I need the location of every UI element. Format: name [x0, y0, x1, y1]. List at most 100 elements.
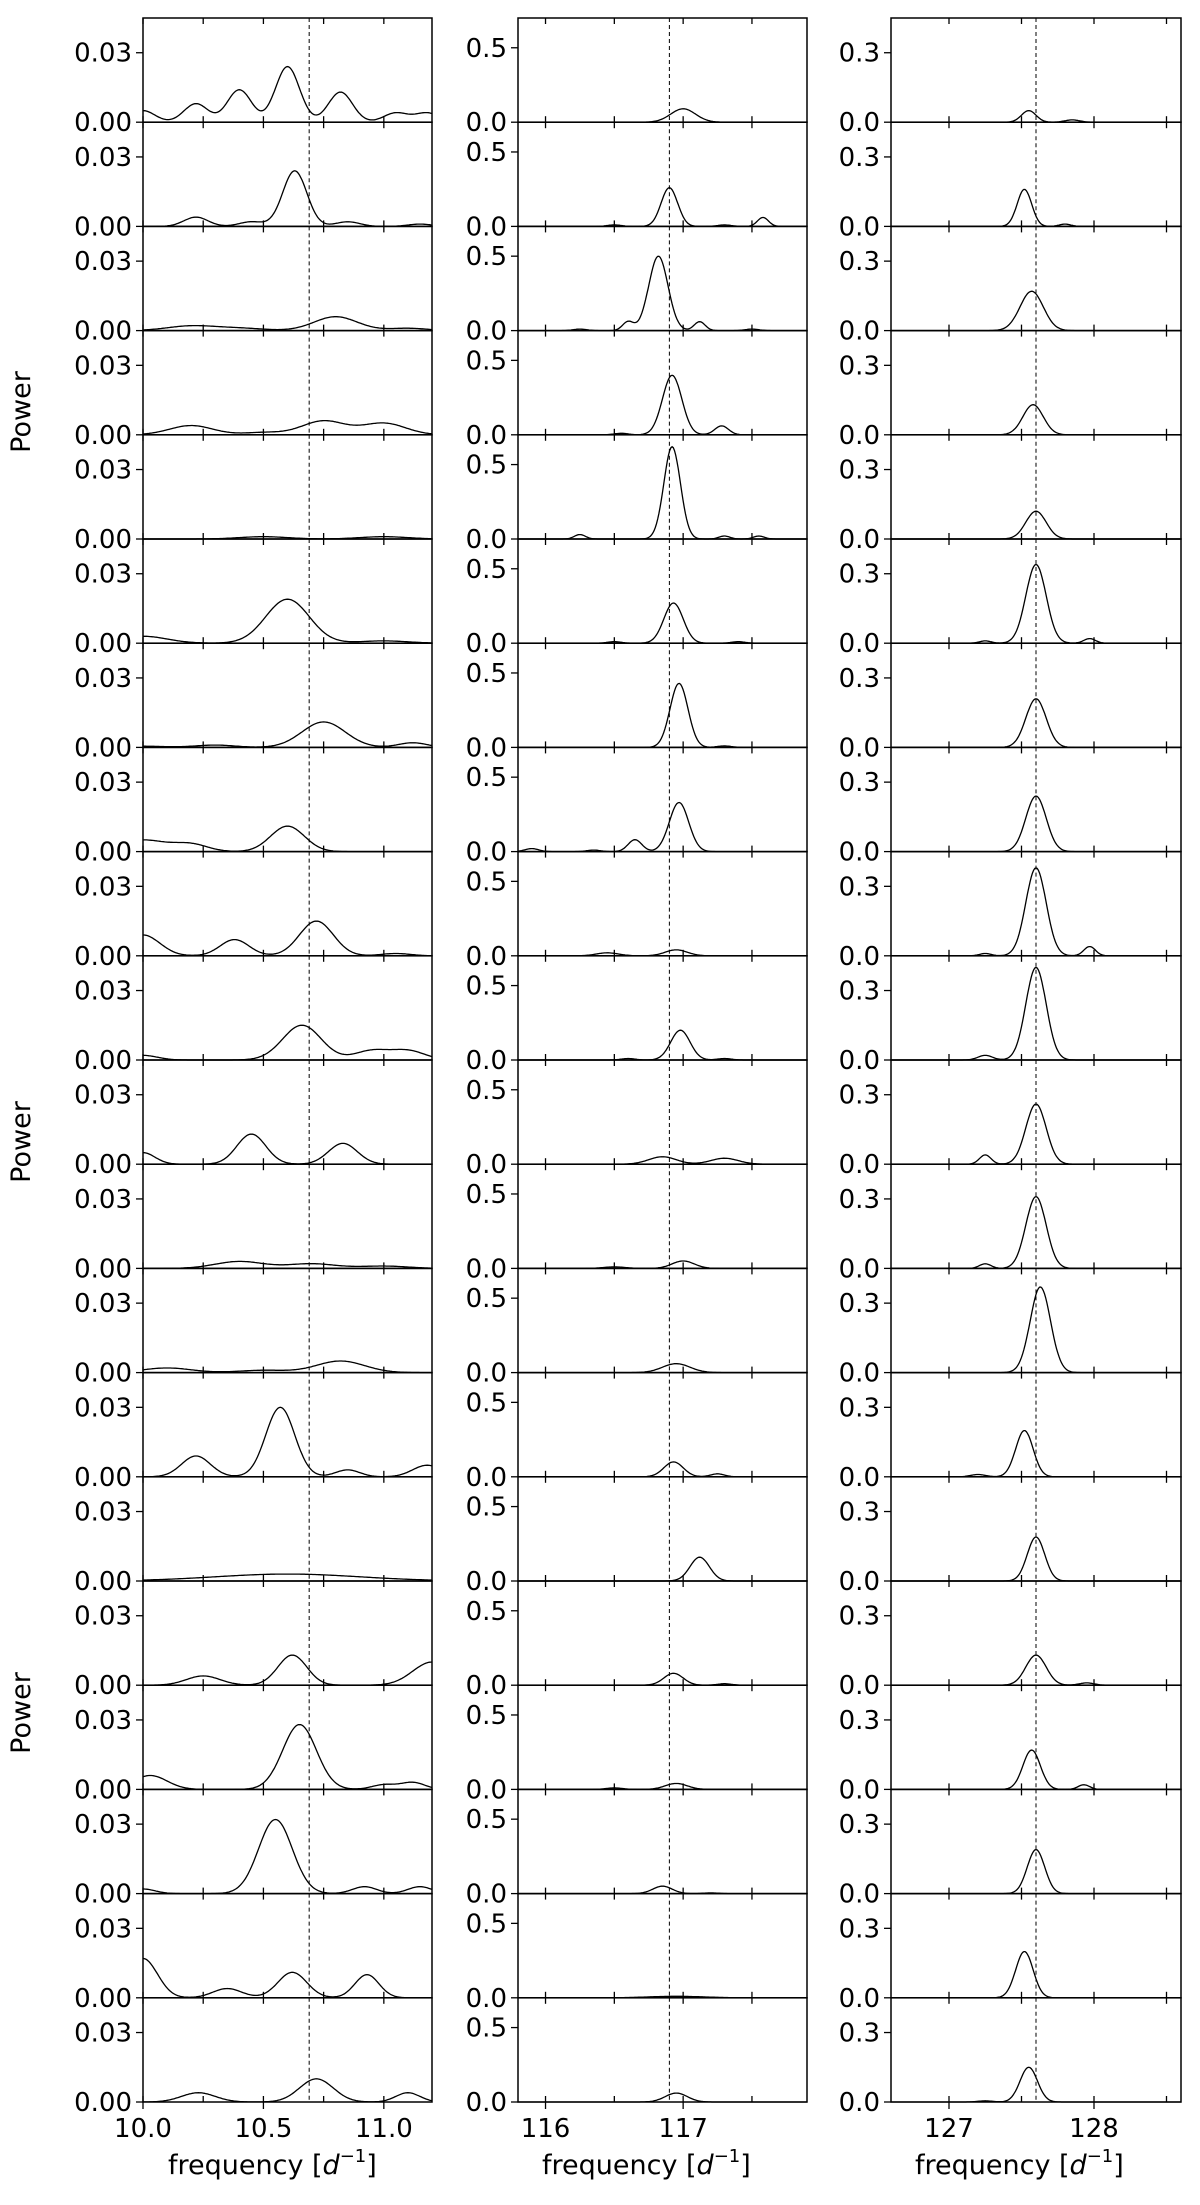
periodogram-curve [143, 598, 432, 644]
subplot-frame [142, 1267, 433, 1374]
subplot-col1-row10: 0.00 0.03 [74, 955, 433, 1076]
subplot-col2-row20: 0.0 0.5 116 117 [466, 1997, 808, 2144]
y-tick-label: 0.5 [466, 1909, 507, 1939]
svg-text:frequency [d−1]: frequency [d−1] [542, 2146, 751, 2181]
subplot-col2-row13: 0.0 0.5 [466, 1267, 808, 1389]
x-tick-label: 10.0 [114, 2114, 172, 2144]
panel-column-1: 0.00 0.03 0.00 0.03 0.00 0.03 0.00 0.03 0.00 0.03… [74, 17, 433, 2144]
y-tick-label: 0.0 [839, 1046, 880, 1076]
y-tick-label: 0.0 [839, 1567, 880, 1597]
subplot-col2-row7: 0.0 0.5 [466, 642, 808, 763]
subplot-frame [142, 1163, 433, 1270]
subplot-frame [517, 121, 808, 228]
y-tick-label: 0.03 [74, 768, 132, 798]
y-tick-label: 0.3 [839, 768, 880, 798]
subplot-col2-row11: 0.0 0.5 [466, 1059, 808, 1180]
y-tick-label: 0.0 [839, 1671, 880, 1701]
subplot-col3-row13: 0.0 0.3 [839, 1267, 1182, 1389]
svg-text:frequency [d−1]: frequency [d−1] [168, 2146, 377, 2181]
periodogram-curve [142, 1723, 433, 1791]
y-tick-label: 0.0 [466, 838, 507, 868]
y-tick-label: 0.3 [839, 664, 880, 694]
y-tick-label: 0.00 [74, 838, 132, 868]
y-tick-label: 0.3 [839, 1602, 880, 1632]
y-tick-label: 0.03 [74, 1393, 132, 1423]
subplot-frame [142, 1788, 433, 1895]
y-tick-label: 0.5 [466, 1493, 507, 1523]
y-tick-label: 0.5 [466, 1180, 507, 1210]
y-tick-label: 0.0 [466, 1671, 507, 1701]
y-tick-label: 0.03 [74, 1498, 132, 1528]
y-tick-label: 0.0 [839, 942, 880, 972]
periodogram-curve [517, 801, 807, 853]
y-tick-label: 0.00 [74, 421, 132, 451]
y-tick-label: 0.5 [466, 242, 507, 272]
subplot-frame [142, 225, 433, 332]
subplot-col3-row16: 0.0 0.3 [839, 1580, 1182, 1701]
subplot-col3-row5: 0.0 0.3 [839, 434, 1182, 555]
subplot-col1-row11: 0.00 0.03 [74, 1059, 433, 1180]
subplot-frame [142, 642, 433, 749]
y-tick-label: 0.0 [466, 942, 507, 972]
y-tick-label: 0.3 [839, 1498, 880, 1528]
y-tick-label: 0.5 [466, 867, 507, 897]
periodogram-curve [143, 1406, 433, 1478]
subplot-frame [142, 955, 433, 1061]
subplot-frame [142, 121, 433, 228]
y-tick-label: 0.0 [466, 1775, 507, 1805]
subplot-col3-row12: 0.0 0.3 [839, 1163, 1182, 1284]
y-tick-label: 0.00 [74, 108, 132, 138]
y-tick-label: 0.03 [74, 1914, 132, 1944]
y-tick-label: 0.3 [839, 977, 880, 1007]
y-tick-label: 0.3 [839, 560, 880, 590]
subplot-frame [517, 17, 808, 123]
y-tick-label: 0.00 [74, 1671, 132, 1701]
subplot-col1-row13: 0.00 0.03 [74, 1267, 433, 1389]
subplot-frame [142, 1997, 433, 2103]
subplot-col3-row14: 0.0 0.3 [839, 1371, 1182, 1493]
y-tick-label: 0.5 [466, 346, 507, 376]
subplot-frame [517, 955, 808, 1061]
y-tick-label: 0.0 [839, 108, 880, 138]
panel-column-2: 0.00.50.00.50.00.50.00.50.00.50.00.50.00… [466, 17, 808, 2144]
subplot-col1-row17: 0.00 0.03 [74, 1684, 433, 1805]
subplot-frame [517, 329, 808, 436]
subplot-frame [517, 850, 808, 957]
y-tick-label: 0.0 [466, 1463, 507, 1493]
y-tick-label: 0.00 [74, 212, 132, 242]
subplot-col3-row2: 0.0 0.3 [839, 121, 1182, 242]
periodogram-curve [518, 949, 807, 957]
subplot-frame [142, 434, 433, 540]
subplot-col2-row10: 0.0 0.5 [466, 955, 808, 1076]
periodogram-curve [518, 374, 807, 436]
periodogram-curve [142, 1957, 432, 1999]
y-tick-label: 0.0 [466, 1567, 507, 1597]
subplot-frame [517, 1788, 808, 1895]
periodogram-curve [142, 316, 432, 331]
subplot-col1-row5: 0.00 0.03 [74, 434, 433, 555]
y-tick-label: 0.00 [74, 1046, 132, 1076]
y-tick-label: 0.03 [74, 143, 132, 173]
periodogram-curve [518, 1672, 807, 1686]
subplot-col2-row17: 0.0 0.5 [466, 1684, 808, 1805]
y-tick-label: 0.0 [466, 2088, 507, 2118]
y-tick-label: 0.0 [466, 108, 507, 138]
y-tick-label: 0.5 [466, 1388, 507, 1418]
subplot-frame [517, 1892, 808, 1999]
subplot-col2-row3: 0.0 0.5 [466, 225, 808, 347]
subplot-col1-row1: 0.00 0.03 [74, 17, 433, 138]
periodogram-curve [891, 1103, 1181, 1165]
subplot-col3-row11: 0.0 0.3 [839, 1059, 1182, 1180]
y-tick-label: 0.03 [74, 39, 132, 69]
xlabel-text: frequency [ [542, 2150, 697, 2181]
y-tick-label: 0.3 [839, 39, 880, 69]
y-tick-label: 0.5 [466, 138, 507, 168]
y-tick-label: 0.5 [466, 34, 507, 64]
periodogram-curve [518, 1029, 807, 1061]
subplot-frame [517, 1267, 808, 1374]
subplot-col2-row16: 0.0 0.5 [466, 1580, 808, 1701]
y-tick-label: 0.0 [466, 1254, 507, 1284]
y-tick-label: 0.0 [466, 1880, 507, 1910]
xlabel-text: frequency [ [168, 2150, 323, 2181]
periodogram-curve [518, 445, 807, 540]
